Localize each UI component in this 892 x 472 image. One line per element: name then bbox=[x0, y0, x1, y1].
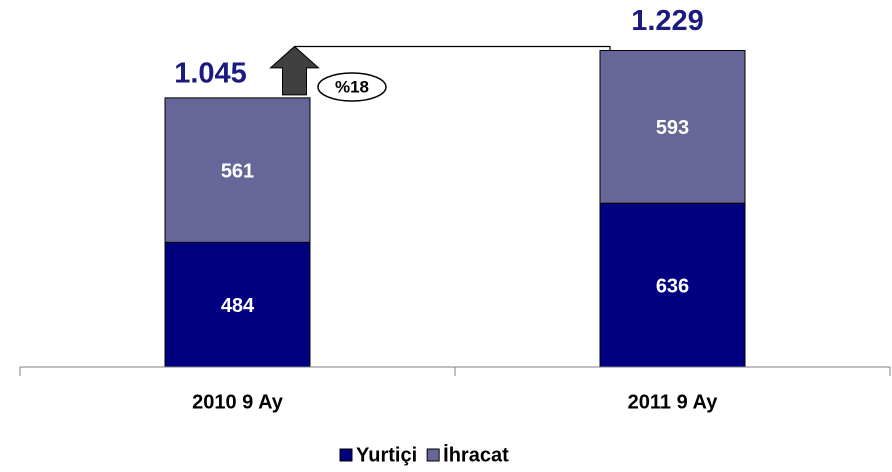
total-label: 1.045 bbox=[174, 58, 247, 90]
annotation: %18 bbox=[335, 77, 369, 96]
legend-swatch bbox=[426, 448, 440, 462]
total-label: 1.229 bbox=[631, 5, 704, 37]
bar-segment bbox=[599, 49, 746, 204]
data-label: 593 bbox=[656, 117, 689, 139]
growth-arrow bbox=[269, 45, 320, 96]
bar-segment bbox=[164, 241, 311, 368]
data-label: 484 bbox=[221, 295, 255, 317]
annotation-ellipse bbox=[317, 72, 387, 102]
x-tick-label: 2010 9 Ay bbox=[192, 391, 284, 413]
legend-swatch bbox=[339, 448, 353, 462]
legend-label: Yurtiçi bbox=[356, 444, 417, 466]
data-label: 561 bbox=[221, 160, 254, 182]
bar-segment bbox=[164, 97, 311, 243]
bar-segment bbox=[599, 202, 746, 368]
legend-label: İhracat bbox=[443, 443, 509, 466]
connector-line bbox=[294, 45, 611, 51]
x-tick-label: 2011 9 Ay bbox=[628, 391, 719, 413]
data-label: 636 bbox=[656, 275, 689, 297]
